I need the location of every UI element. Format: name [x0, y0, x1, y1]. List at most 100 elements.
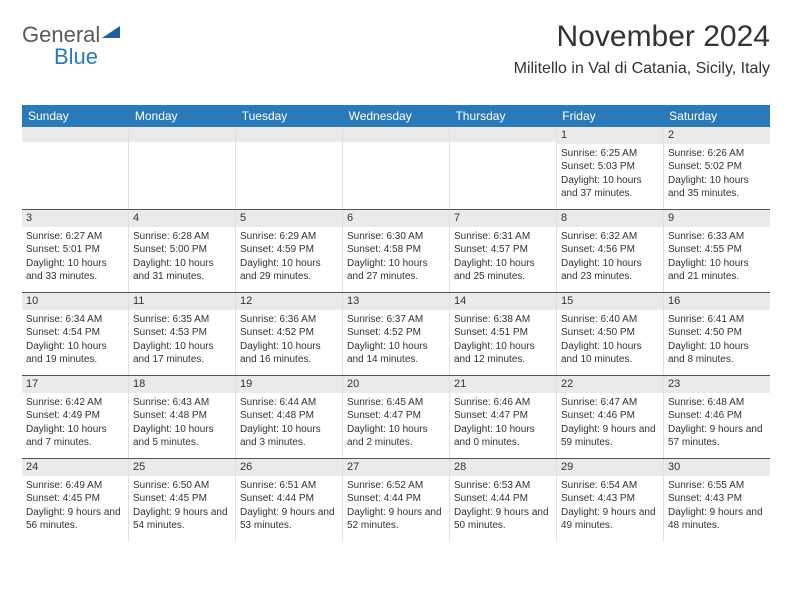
day-number: 30 [664, 459, 770, 476]
day-sunset: Sunset: 4:44 PM [347, 492, 445, 506]
day-cell: 27Sunrise: 6:52 AMSunset: 4:44 PMDayligh… [342, 459, 449, 541]
day-cell: 14Sunrise: 6:38 AMSunset: 4:51 PMDayligh… [449, 293, 556, 375]
dow-cell: Thursday [449, 105, 556, 127]
day-daylight: Daylight: 10 hours and 12 minutes. [454, 340, 552, 367]
day-sunrise: Sunrise: 6:31 AM [454, 230, 552, 244]
day-sunset: Sunset: 5:01 PM [26, 243, 124, 257]
day-sunset: Sunset: 4:52 PM [347, 326, 445, 340]
day-sunset: Sunset: 4:54 PM [26, 326, 124, 340]
day-cell: 6Sunrise: 6:30 AMSunset: 4:58 PMDaylight… [342, 210, 449, 292]
day-cell: 10Sunrise: 6:34 AMSunset: 4:54 PMDayligh… [22, 293, 128, 375]
day-cell: 25Sunrise: 6:50 AMSunset: 4:45 PMDayligh… [128, 459, 235, 541]
dow-row: SundayMondayTuesdayWednesdayThursdayFrid… [22, 105, 770, 127]
logo: General Blue [22, 22, 120, 48]
day-sunrise: Sunrise: 6:55 AM [668, 479, 766, 493]
day-cell: 12 Sunrise: 6:36 AMSunset: 4:52 PMDayligh… [235, 293, 342, 375]
dow-cell: Sunday [22, 105, 129, 127]
empty-day [22, 127, 128, 142]
day-daylight: Daylight: 10 hours and 25 minutes. [454, 257, 552, 284]
day-cell: 5Sunrise: 6:29 AMSunset: 4:59 PMDaylight… [235, 210, 342, 292]
day-sunrise: Sunrise: 6:52 AM [347, 479, 445, 493]
day-sunset: Sunset: 4:57 PM [454, 243, 552, 257]
day-sunrise: Sunrise: 6:32 AM [561, 230, 659, 244]
day-cell: 24Sunrise: 6:49 AMSunset: 4:45 PMDayligh… [22, 459, 128, 541]
day-cell: 17Sunrise: 6:42 AMSunset: 4:49 PMDayligh… [22, 376, 128, 458]
day-sunset: Sunset: 4:59 PM [240, 243, 338, 257]
day-number: 1 [557, 127, 663, 144]
day-cell: 28Sunrise: 6:53 AMSunset: 4:44 PMDayligh… [449, 459, 556, 541]
day-number: 24 [22, 459, 128, 476]
day-cell: 21Sunrise: 6:46 AMSunset: 4:47 PMDayligh… [449, 376, 556, 458]
day-number: 25 [129, 459, 235, 476]
day-sunrise: Sunrise: 6:45 AM [347, 396, 445, 410]
day-daylight: Daylight: 10 hours and 33 minutes. [26, 257, 124, 284]
day-cell: 26Sunrise: 6:51 AMSunset: 4:44 PMDayligh… [235, 459, 342, 541]
week-row: 10 Sunrise: 6:34 AMSunset: 4:54 PM Dayligh… [22, 292, 770, 375]
day-daylight: Daylight: 9 hours and 56 minutes. [26, 506, 124, 533]
day-daylight: Daylight: 10 hours and 16 minutes. [240, 340, 338, 367]
calendar: SundayMondayTuesdayWednesdayThursdayFrid… [22, 105, 770, 541]
day-cell [449, 127, 556, 209]
week-row: 24Sunrise: 6:49 AMSunset: 4:45 PMDayligh… [22, 458, 770, 541]
day-daylight: Daylight: 10 hours and 0 minutes. [454, 423, 552, 450]
day-sunrise: Sunrise: 6:34 AM [26, 313, 124, 327]
day-sunset: Sunset: 4:49 PM [26, 409, 124, 423]
day-sunrise: Sunrise: 6:41 AM [668, 313, 766, 327]
month-title: November 2024 [514, 20, 770, 54]
day-sunrise: Sunrise: 6:43 AM [133, 396, 231, 410]
day-sunrise: Sunrise: 6:30 AM [347, 230, 445, 244]
day-sunrise: Sunrise: 6:48 AM [668, 396, 766, 410]
day-number: 12 [236, 293, 342, 310]
day-number: 5 [236, 210, 342, 227]
dow-cell: Saturday [663, 105, 770, 127]
day-daylight: Daylight: 9 hours and 54 minutes. [133, 506, 231, 533]
day-number: 10 [22, 293, 128, 310]
day-number: 19 [236, 376, 342, 393]
day-number: 3 [22, 210, 128, 227]
day-sunrise: Sunrise: 6:54 AM [561, 479, 659, 493]
location: Militello in Val di Catania, Sicily, Ita… [514, 60, 770, 78]
day-sunset: Sunset: 4:52 PM [240, 326, 338, 340]
logo-text-blue: Blue [54, 44, 98, 70]
logo-triangle-icon [102, 24, 120, 47]
day-daylight: Daylight: 10 hours and 37 minutes. [561, 174, 659, 201]
empty-day [129, 127, 235, 142]
empty-day [450, 127, 556, 142]
day-daylight: Daylight: 9 hours and 57 minutes. [668, 423, 766, 450]
dow-cell: Wednesday [343, 105, 450, 127]
day-daylight: Daylight: 10 hours and 8 minutes. [668, 340, 766, 367]
day-sunset: Sunset: 4:45 PM [133, 492, 231, 506]
day-number: 29 [557, 459, 663, 476]
day-sunrise: Sunrise: 6:49 AM [26, 479, 124, 493]
day-sunrise: Sunrise: 6:36 AM [240, 313, 338, 327]
day-sunset: Sunset: 5:00 PM [133, 243, 231, 257]
day-daylight: Daylight: 10 hours and 31 minutes. [133, 257, 231, 284]
day-cell: 7 Sunrise: 6:31 AMSunset: 4:57 PMDaylight… [449, 210, 556, 292]
day-sunset: Sunset: 4:44 PM [240, 492, 338, 506]
day-daylight: Daylight: 9 hours and 48 minutes. [668, 506, 766, 533]
day-sunset: Sunset: 4:46 PM [561, 409, 659, 423]
day-sunset: Sunset: 4:50 PM [561, 326, 659, 340]
dow-cell: Tuesday [236, 105, 343, 127]
day-cell [22, 127, 128, 209]
day-number: 4 [129, 210, 235, 227]
day-sunset: Sunset: 4:47 PM [347, 409, 445, 423]
day-number: 7 [450, 210, 556, 227]
day-number: 27 [343, 459, 449, 476]
day-sunrise: Sunrise: 6:46 AM [454, 396, 552, 410]
day-sunrise: Sunrise: 6:25 AM [561, 147, 659, 161]
day-sunrise: Sunrise: 6:35 AM [133, 313, 231, 327]
day-cell: 19Sunrise: 6:44 AMSunset: 4:48 PMDayligh… [235, 376, 342, 458]
day-number: 26 [236, 459, 342, 476]
empty-day [236, 127, 342, 142]
day-sunrise: Sunrise: 6:26 AM [668, 147, 766, 161]
day-number: 6 [343, 210, 449, 227]
day-number: 20 [343, 376, 449, 393]
day-sunrise: Sunrise: 6:33 AM [668, 230, 766, 244]
day-number: 9 [664, 210, 770, 227]
week-row: 3Sunrise: 6:27 AMSunset: 5:01 PMDaylight… [22, 209, 770, 292]
day-cell [235, 127, 342, 209]
day-daylight: Daylight: 10 hours and 7 minutes. [26, 423, 124, 450]
day-cell: 3Sunrise: 6:27 AMSunset: 5:01 PMDaylight… [22, 210, 128, 292]
dow-cell: Friday [556, 105, 663, 127]
